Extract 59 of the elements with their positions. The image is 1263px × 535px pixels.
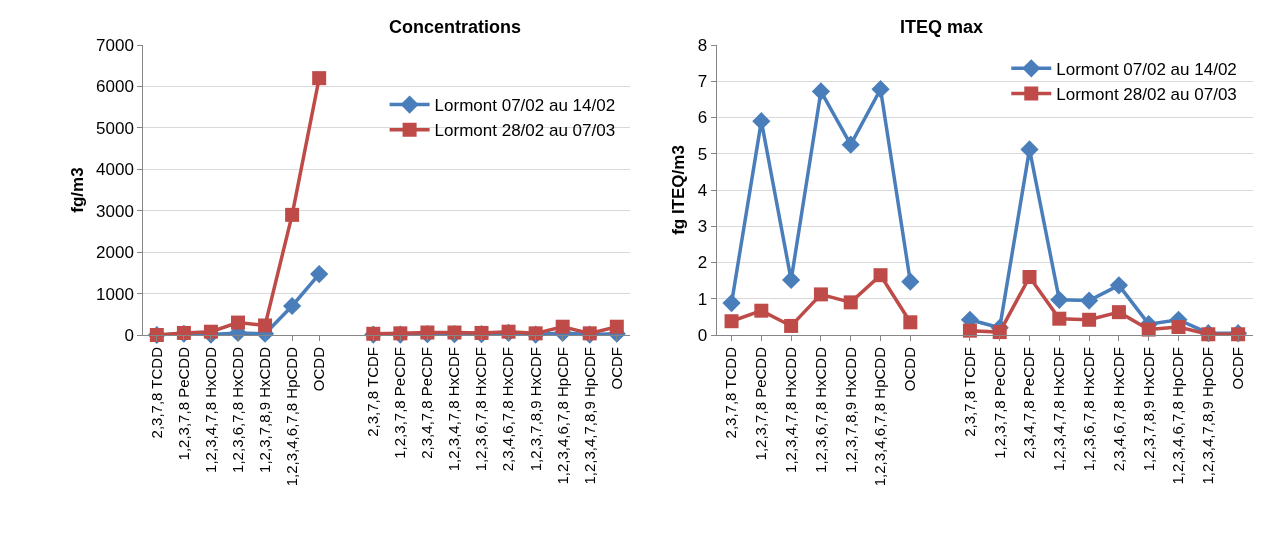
y-tick-label: 1000 — [96, 284, 134, 304]
x-tick-label: OCDF — [1228, 347, 1246, 390]
x-tick-label: 1,2,3,4,7,8 HxCDD — [782, 346, 800, 473]
y-tick-label: 5000 — [96, 118, 134, 138]
x-tick-label: 1,2,3,6,7,8 HxCDF — [1079, 347, 1097, 472]
x-tick-label: OCDF — [607, 347, 625, 390]
y-tick-label: 7 — [697, 72, 708, 92]
y-axis-title: fg ITEQ/m3 — [669, 145, 689, 235]
y-tick-label: 4 — [697, 180, 708, 200]
legend-label: Lormont 07/02 au 14/02 — [434, 96, 616, 116]
x-tick-label: 1,2,3,6,7,8 HxCDF — [472, 347, 490, 472]
x-tick-label: 1,2,3,6,7,8 HxCDD — [811, 346, 829, 473]
x-tick-label: 1,2,3,4,7,8 HxCDD — [201, 346, 219, 473]
legend-label: Lormont 28/02 au 07/03 — [434, 121, 616, 141]
x-tick-label: 1,2,3,7,8 PeCDD — [752, 346, 770, 461]
x-tick-label: 2,3,4,7,8 PeCDF — [1020, 347, 1038, 459]
x-tick-label: 2,3,7,8 TCDF — [960, 347, 978, 437]
x-tick-label: 1,2,3,4,7,8 HxCDF — [445, 347, 463, 472]
x-tick-label: 1,2,3,7,8 PeCDF — [990, 347, 1008, 459]
y-tick-label: 0 — [124, 325, 134, 345]
x-tick-label: 1,2,3,4,6,7,8 HpCDF — [553, 347, 571, 485]
x-tick-label: 2,3,4,6,7,8 HxCDF — [1109, 347, 1127, 472]
chart-title: ITEQ max — [900, 17, 984, 37]
y-tick-label: 2000 — [96, 243, 134, 263]
x-tick-label: 1,2,3,4,7,8,9 HpCDF — [1199, 347, 1217, 485]
x-tick-label: 1,2,3,4,7,8 HxCDF — [1050, 347, 1068, 472]
y-axis-title: fg/m3 — [67, 167, 87, 213]
x-tick-label: 1,2,3,4,6,7,8 HpCDF — [1169, 347, 1187, 485]
x-tick-label: 1,2,3,6,7,8 HxCDD — [228, 346, 246, 473]
x-tick-label: 1,2,3,4,7,8,9 HpCDF — [580, 347, 598, 485]
legend-label: Lormont 28/02 au 07/03 — [1056, 85, 1237, 105]
y-tick-label: 1 — [697, 289, 708, 309]
x-tick-label: 1,2,3,7,8 PeCDF — [391, 347, 409, 459]
y-tick-label: 6000 — [96, 77, 134, 97]
y-tick-label: 2 — [697, 253, 708, 273]
y-tick-label: 0 — [697, 325, 708, 345]
x-tick-label: 2,3,4,7,8 PeCDF — [418, 347, 436, 459]
x-tick-label: 1,2,3,7,8,9 HxCDD — [841, 346, 859, 473]
y-tick-label: 4000 — [96, 160, 134, 180]
x-tick-label: 2,3,4,6,7,8 HxCDF — [499, 347, 517, 472]
x-tick-label: OCDD — [310, 346, 328, 392]
x-tick-label: 1,2,3,4,6,7,8 HpCDD — [282, 346, 300, 487]
y-tick-label: 3000 — [96, 201, 134, 221]
x-tick-label: OCDD — [901, 346, 919, 392]
y-tick-label: 7000 — [96, 35, 134, 55]
chart-title: Concentrations — [389, 17, 522, 37]
y-tick-label: 8 — [697, 35, 708, 55]
x-tick-label: 1,2,3,7,8,9 HxCDF — [1139, 347, 1157, 472]
x-tick-label: 1,2,3,7,8,9 HxCDD — [255, 346, 273, 473]
x-tick-label: 1,2,3,7,8 PeCDD — [174, 346, 192, 461]
x-tick-label: 1,2,3,4,6,7,8 HpCDD — [871, 346, 889, 487]
y-tick-label: 6 — [697, 108, 708, 128]
y-tick-label: 3 — [697, 217, 708, 237]
x-tick-label: 2,3,7,8 TCDD — [147, 346, 165, 439]
y-tick-label: 5 — [697, 144, 708, 164]
x-tick-label: 1,2,3,7,8,9 HxCDF — [526, 347, 544, 472]
legend-label: Lormont 07/02 au 14/02 — [1056, 59, 1237, 79]
x-tick-label: 2,3,7,8 TCDF — [364, 347, 382, 437]
x-tick-label: 2,3,7,8 TCDD — [722, 346, 740, 439]
